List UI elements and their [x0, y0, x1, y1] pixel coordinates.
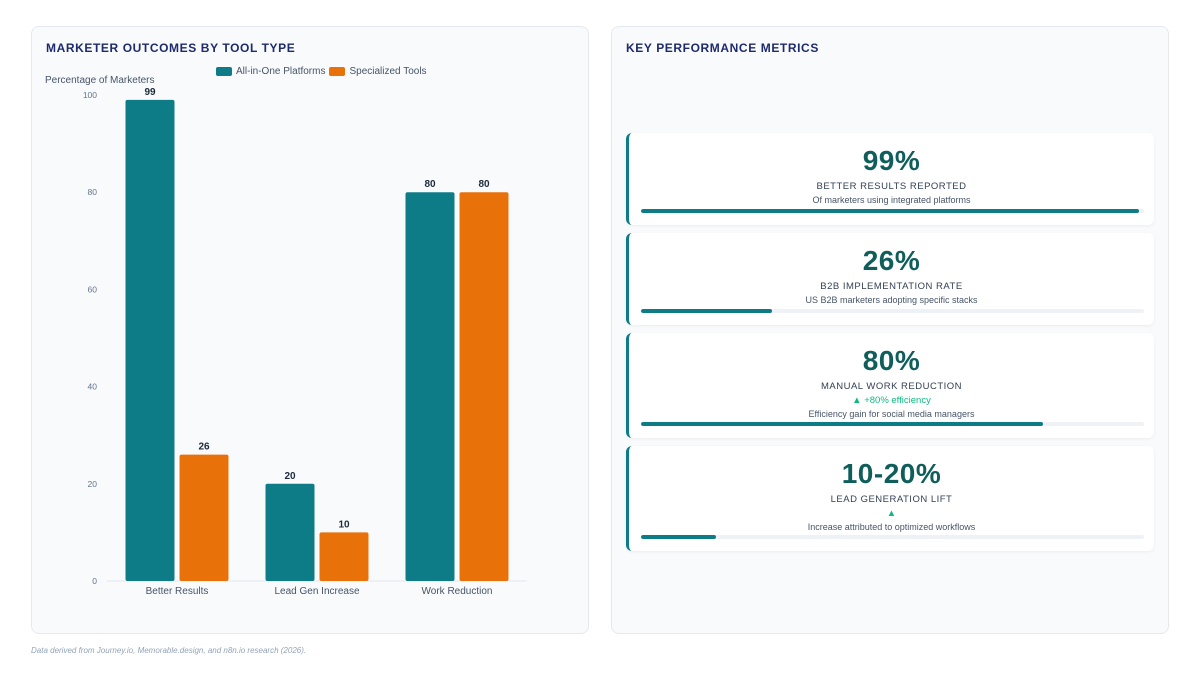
legend-swatch-all-in-one: [216, 67, 232, 76]
metric-value: 10-20%: [841, 458, 942, 489]
bar-work-reduction-series-1: [405, 192, 455, 581]
metric-card-work-reduction: 80% MANUAL WORK REDUCTION ▲ +80% efficie…: [626, 333, 1154, 438]
bar-chart: 0 20 40 60 80 100 99 26 Better Results 20 10 Lead G…: [83, 87, 527, 597]
metric-label: B2B IMPLEMENTATION RATE: [820, 281, 963, 292]
x-tick-label: Lead Gen Increase: [274, 586, 359, 597]
y-tick-label: 100: [83, 90, 97, 100]
metric-label: BETTER RESULTS REPORTED: [816, 181, 967, 192]
metric-progress-fill: [641, 309, 772, 313]
bar-better-results-series-2: [179, 454, 229, 581]
bar-lead-gen-increase-series-1: [265, 483, 315, 581]
y-tick-label: 20: [88, 479, 98, 489]
data-label: 10: [338, 519, 350, 530]
metric-card-lead-generation: 10-20% LEAD GENERATION LIFT ▲ Increase a…: [626, 446, 1154, 551]
metric-value: 80%: [862, 345, 921, 376]
metric-value: 26%: [862, 245, 921, 276]
metric-label: MANUAL WORK REDUCTION: [820, 381, 963, 392]
y-tick-label: 80: [88, 187, 98, 197]
legend-swatch-specialized: [329, 67, 346, 76]
metric-card-b2b-implementation: 26% B2B IMPLEMENTATION RATE US B2B marke…: [626, 233, 1154, 325]
metric-label: LEAD GENERATION LIFT: [830, 494, 953, 505]
bar-better-results-series-1: [125, 99, 175, 582]
metric-description: US B2B marketers adopting specific stack…: [805, 295, 978, 305]
data-label: 80: [424, 179, 436, 190]
y-tick-label: 40: [88, 382, 98, 392]
metric-progress-fill: [641, 209, 1139, 213]
metrics-panel: KEY PERFORMANCE METRICS 99% BETTER RESUL…: [611, 26, 1169, 634]
chart-legend: All-in-One Platforms Specialized Tools: [216, 66, 427, 77]
source-footnote: Data derived from Journey.io, Memorable.…: [31, 646, 307, 655]
metric-progress-track: [641, 209, 1144, 213]
data-label: 20: [284, 471, 296, 482]
metric-description: Increase attributed to optimized workflo…: [807, 522, 976, 532]
y-axis-label: Percentage of Marketers: [45, 75, 155, 86]
legend-label-all-in-one: All-in-One Platforms: [236, 66, 326, 77]
legend-item-specialized[interactable]: Specialized Tools: [329, 66, 427, 77]
metrics-panel-title: KEY PERFORMANCE METRICS: [626, 41, 819, 55]
data-label: 26: [198, 442, 210, 453]
x-tick-label: Better Results: [146, 586, 209, 597]
data-label: 99: [144, 87, 156, 98]
bar-lead-gen-increase-series-2: [319, 532, 369, 581]
metric-progress-fill: [641, 535, 717, 539]
bar-work-reduction-series-2: [459, 192, 509, 581]
legend-label-specialized: Specialized Tools: [349, 66, 427, 77]
metric-description: Of marketers using integrated platforms: [812, 195, 971, 205]
metric-change-indicator: ▲: [886, 508, 897, 519]
metric-value: 99%: [862, 145, 921, 176]
y-tick-label: 60: [88, 284, 98, 294]
metric-progress-track: [641, 535, 1144, 539]
metric-progress-track: [641, 422, 1144, 426]
metric-progress-track: [641, 309, 1144, 313]
metric-change-indicator: ▲ +80% efficiency: [852, 395, 931, 406]
chart-panel-title: MARKETER OUTCOMES BY TOOL TYPE: [46, 41, 296, 55]
chart-panel: MARKETER OUTCOMES BY TOOL TYPE All-in-On…: [31, 26, 589, 634]
metric-progress-fill: [641, 422, 1044, 426]
metric-description: Efficiency gain for social media manager…: [808, 409, 975, 419]
legend-item-all-in-one[interactable]: All-in-One Platforms: [216, 66, 325, 77]
x-tick-label: Work Reduction: [422, 586, 493, 597]
metric-card-better-results: 99% BETTER RESULTS REPORTED Of marketers…: [626, 133, 1154, 225]
data-label: 80: [478, 179, 490, 190]
y-tick-label: 0: [92, 576, 97, 586]
